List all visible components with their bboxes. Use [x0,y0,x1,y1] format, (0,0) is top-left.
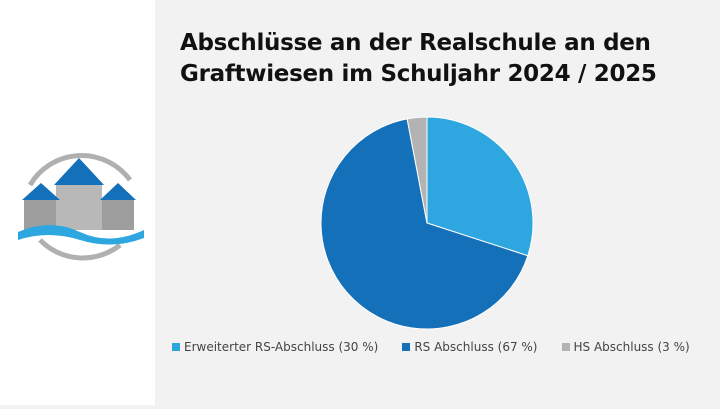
chart [320,116,534,330]
logo-roof [54,158,104,185]
logo-panel [0,0,155,405]
legend-label: RS Abschluss (67 %) [414,340,538,354]
legend-item: Erweiterter RS-Abschluss (30 %) [172,340,378,354]
logo-tower [24,200,58,230]
logo-roof [22,183,60,200]
legend: Erweiterter RS-Abschluss (30 %) RS Abschl… [172,340,712,354]
pie-slice [320,118,529,330]
logo-tower [56,185,102,230]
pie-slice [406,116,428,224]
legend-swatch [561,343,570,351]
legend-item: RS Abschluss (67 %) [402,340,538,354]
legend-label: Erweiterter RS-Abschluss (30 %) [184,340,379,354]
logo-ring [38,238,122,261]
legend-label: HS Abschluss (3 %) [573,340,690,354]
pie-slice [426,116,534,257]
logo-roof [100,183,136,200]
legend-swatch [402,343,411,351]
logo [18,153,144,261]
chart-title: Abschlüsse an der Realschule an den Graf… [180,30,657,87]
legend-swatch [172,343,180,351]
logo-wave [18,225,144,245]
logo-ring [27,153,133,187]
logo-tower [102,200,134,230]
legend-item: HS Abschluss (3 %) [561,340,690,354]
